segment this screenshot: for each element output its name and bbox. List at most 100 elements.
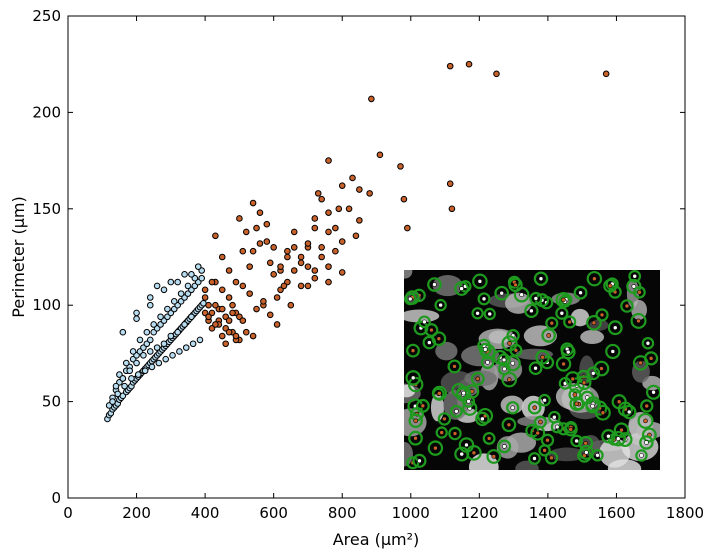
inset-cell-outline <box>483 307 496 321</box>
large-cell-point <box>266 259 274 267</box>
inset-cell-outline <box>593 360 610 377</box>
inset-cell-centroid <box>584 450 589 455</box>
large-cell-point <box>229 309 236 317</box>
small-cell-point <box>196 336 204 344</box>
x-tick-label: 400 <box>191 504 220 522</box>
inset-cell-outline <box>568 388 582 402</box>
inset-cell-outline <box>494 285 510 301</box>
small-cell-point <box>126 367 133 375</box>
large-cell-point <box>212 232 219 240</box>
small-cell-point <box>189 340 197 348</box>
inset-cell-outline <box>478 342 492 356</box>
inset-cell-outline <box>405 370 421 386</box>
large-cell-point <box>256 209 264 216</box>
inset-cell-centroid <box>542 448 547 453</box>
inset-cell-blob <box>468 453 499 470</box>
inset-cell-centroid <box>549 320 555 326</box>
inset-cell-outline <box>480 355 495 370</box>
large-cell-point <box>205 313 212 321</box>
inset-cell-outline <box>570 434 583 448</box>
inset-cell-centroid <box>570 376 576 382</box>
inset-cell-outline <box>406 343 420 358</box>
inset-cell-blob <box>435 341 458 361</box>
inset-cell-outline <box>448 426 462 441</box>
inset-cell-centroid <box>422 319 427 325</box>
inset-cell-centroid <box>471 450 477 456</box>
large-cell-point <box>218 305 226 313</box>
inset-cell-blob <box>517 416 551 427</box>
inset-cell-outline <box>504 355 521 372</box>
small-cell-point <box>119 375 127 382</box>
inset-cell-outline <box>435 426 448 439</box>
inset-cell-centroid <box>533 296 539 301</box>
large-cell-point <box>325 228 332 236</box>
large-cell-point <box>222 340 229 348</box>
large-cell-point <box>338 269 346 276</box>
inset-cell-centroid <box>519 292 524 298</box>
small-cell-point <box>134 371 142 378</box>
inset-cell-centroid <box>538 419 543 425</box>
inset-cell-blob <box>580 330 605 344</box>
inset-cell-centroid <box>574 401 580 407</box>
inset-cell-centroid <box>532 405 537 410</box>
large-cell-point <box>352 232 360 240</box>
inset-cell-centroid <box>438 302 443 308</box>
small-cell-point <box>148 363 156 371</box>
inset-cell-centroid <box>506 422 512 428</box>
small-cell-point <box>181 321 188 328</box>
large-cell-point <box>229 301 236 309</box>
inset-cell-centroid <box>567 319 572 325</box>
large-cell-point <box>218 253 226 261</box>
large-cell-point <box>356 217 363 224</box>
inset-cell-centroid <box>565 349 571 355</box>
large-cell-point <box>256 240 264 247</box>
inset-cell-outline <box>471 307 484 320</box>
large-cell-point <box>225 294 233 301</box>
small-cell-point <box>128 375 135 382</box>
inset-cell-outline <box>620 299 634 313</box>
small-cell-point <box>182 344 190 351</box>
inset-cell-outline <box>586 366 601 381</box>
inset-cell-centroid <box>413 435 418 441</box>
inset-cell-outline <box>641 337 655 350</box>
large-cell-point <box>304 282 312 290</box>
large-cell-point <box>332 224 339 232</box>
inset-cell-outline <box>586 315 602 331</box>
inset-cell-centroid <box>599 312 605 318</box>
large-cell-point <box>249 199 257 207</box>
large-cell-point <box>311 224 319 232</box>
inset-cell-outline <box>541 328 556 343</box>
large-cell-point <box>246 290 253 297</box>
large-cell-point <box>493 70 500 78</box>
inset-cell-centroid <box>568 427 573 432</box>
inset-cell-outline <box>424 323 439 337</box>
inset-cell-outline <box>417 315 431 329</box>
inset-cell-outline <box>578 435 594 451</box>
large-cell-point <box>311 215 319 222</box>
inset-cell-outline <box>412 453 427 468</box>
inset-cell-centroid <box>475 310 480 316</box>
large-cell-point <box>290 267 298 274</box>
data-points <box>104 60 610 423</box>
inset-cell-outline <box>585 398 600 414</box>
large-cell-point <box>287 301 295 309</box>
inset-cell-centroid <box>612 325 618 331</box>
large-cell-point <box>225 328 233 336</box>
large-cell-point <box>304 263 312 270</box>
small-cell-point <box>153 344 161 351</box>
inset-cell-centroid <box>545 437 550 443</box>
large-cell-point <box>338 238 346 245</box>
inset-cell-outline <box>603 278 618 293</box>
inset-cell-centroid <box>481 296 487 302</box>
inset-cell-centroid <box>410 348 416 353</box>
inset-cell-centroid <box>501 357 507 363</box>
inset-microscopy-image <box>404 270 660 470</box>
inset-cell-outline <box>431 385 447 401</box>
large-cell-point <box>332 247 339 255</box>
inset-cell-outline <box>607 320 623 336</box>
y-tick-label: 50 <box>42 393 61 411</box>
small-cell-point <box>122 359 130 367</box>
small-cell-point <box>146 294 154 301</box>
inset-cell-centroid <box>626 409 632 415</box>
inset-cell-centroid <box>407 296 413 302</box>
